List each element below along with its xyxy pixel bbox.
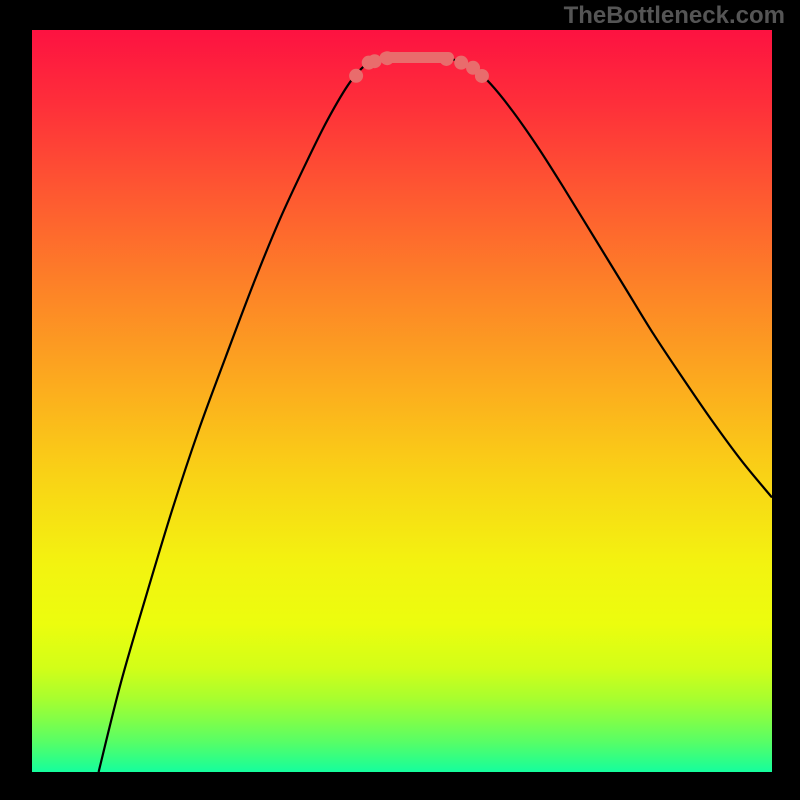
marker-flat-end <box>439 52 453 66</box>
curve-layer <box>32 30 772 772</box>
chart-container: TheBottleneck.com <box>0 0 800 800</box>
marker-left-0 <box>349 69 363 83</box>
plot-area <box>32 30 772 772</box>
marker-flat-start <box>380 51 394 65</box>
watermark-text: TheBottleneck.com <box>564 2 785 30</box>
marker-left-2 <box>368 54 382 68</box>
marker-right-2 <box>475 69 489 83</box>
bottleneck-curve <box>99 57 772 772</box>
watermark-label: TheBottleneck.com <box>564 2 785 30</box>
